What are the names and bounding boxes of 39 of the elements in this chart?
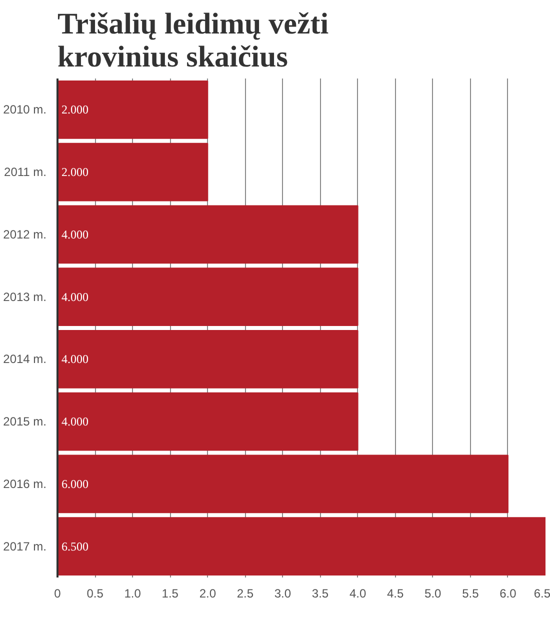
- x-tick-label: 0: [54, 586, 62, 600]
- bar: [58, 80, 208, 139]
- y-tick-label: 2012 m.: [3, 227, 46, 242]
- x-tick-label: 0.5: [86, 586, 104, 600]
- y-tick-label: 2010 m.: [3, 102, 46, 117]
- data-label: 6.500: [62, 539, 88, 554]
- x-tick-label: 5.0: [424, 586, 442, 600]
- bar: [58, 454, 508, 514]
- data-label: 6.000: [62, 476, 88, 491]
- y-tick-label: 2016 m.: [3, 476, 46, 491]
- data-label: 2.000: [62, 165, 88, 180]
- x-tick-label: 2.0: [199, 586, 216, 600]
- x-tick-label: 2.5: [236, 586, 254, 600]
- x-tick-label: 6.5: [534, 586, 550, 600]
- y-tick-label: 2014 m.: [3, 352, 46, 366]
- bar: [58, 142, 208, 202]
- x-tick-label: 4.0: [349, 586, 366, 600]
- bar: [58, 517, 546, 576]
- x-tick-label: 1.0: [124, 586, 142, 600]
- y-tick-label: 2011 m.: [4, 165, 46, 180]
- data-label: 4.000: [62, 414, 88, 429]
- bar: [58, 392, 358, 451]
- y-tick-label: 2017 m.: [3, 539, 46, 554]
- y-tick-label: 2013 m.: [3, 290, 46, 304]
- data-label: 4.000: [62, 290, 88, 304]
- x-tick-label: 1.5: [162, 586, 179, 600]
- x-tick-label: 6.0: [500, 586, 517, 600]
- bar: [58, 205, 358, 264]
- y-tick-label: 2015 m.: [3, 414, 46, 429]
- bar: [58, 330, 358, 388]
- x-tick-label: 4.5: [387, 586, 404, 600]
- data-label: 4.000: [62, 227, 88, 242]
- x-tick-label: 5.5: [462, 586, 480, 600]
- x-tick-label: 3.0: [274, 586, 292, 600]
- data-label: 4.000: [62, 352, 88, 366]
- x-tick-label: 3.5: [312, 586, 329, 600]
- chart-title: Trišalių leidimų vežti krovinius skaičius: [58, 8, 329, 74]
- data-label: 2.000: [62, 102, 88, 117]
- bar: [58, 268, 358, 326]
